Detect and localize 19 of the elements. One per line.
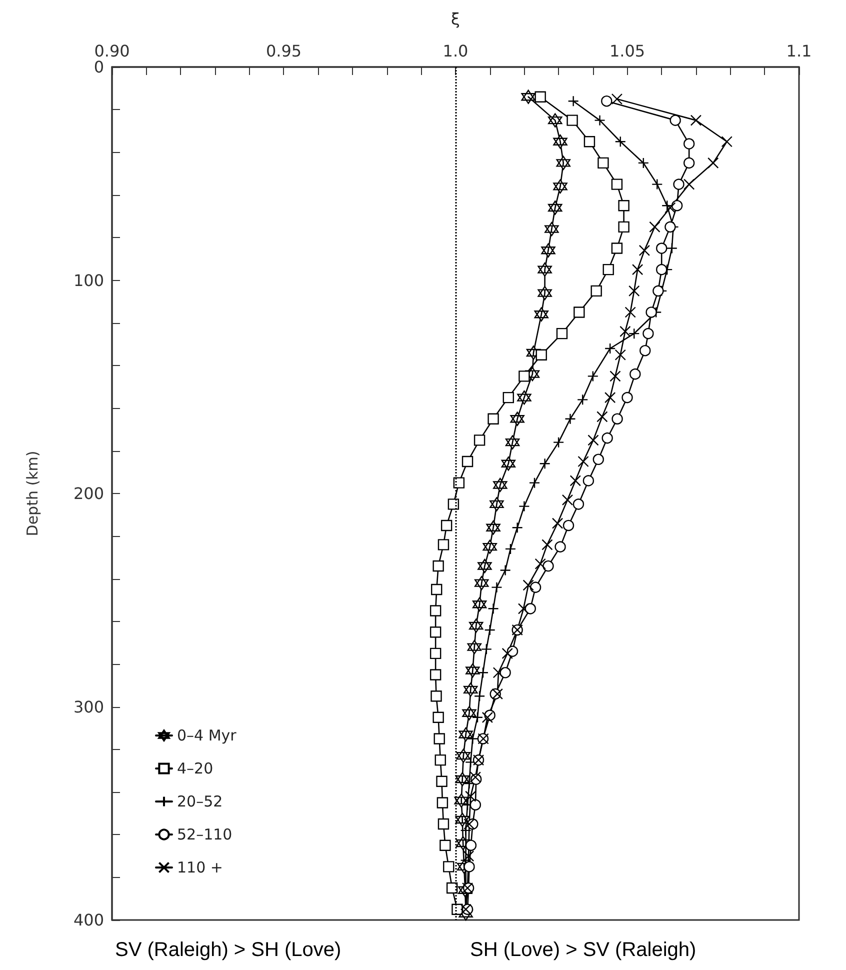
legend-label: 4–20: [177, 760, 214, 778]
legend-label: 110 +: [177, 858, 223, 876]
x-tick-label: 1.1: [786, 42, 812, 60]
x-tick-label: 1.0: [442, 42, 468, 60]
y-axis-title: Depth (km): [24, 450, 42, 536]
y-tick-label: 0: [94, 58, 104, 76]
y-tick-label: 100: [73, 270, 104, 290]
text: SH (Love) > SV (Raleigh): [470, 939, 696, 961]
x-tick-label: 0.95: [266, 42, 302, 60]
text: SV (Raleigh) > SH (Love): [115, 939, 342, 961]
x-tick-label: 0.90: [94, 42, 130, 60]
y-tick-label: 300: [73, 697, 104, 716]
x-tick-label: 1.05: [609, 42, 646, 60]
legend-label: 0–4 Myr: [177, 726, 238, 744]
x-axis-title: ξ: [451, 10, 460, 28]
y-tick-label: 200: [73, 484, 104, 503]
legend-label: 20–52: [177, 792, 223, 810]
y-tick-label: 400: [73, 910, 104, 930]
legend-label: 52–110: [177, 826, 232, 844]
